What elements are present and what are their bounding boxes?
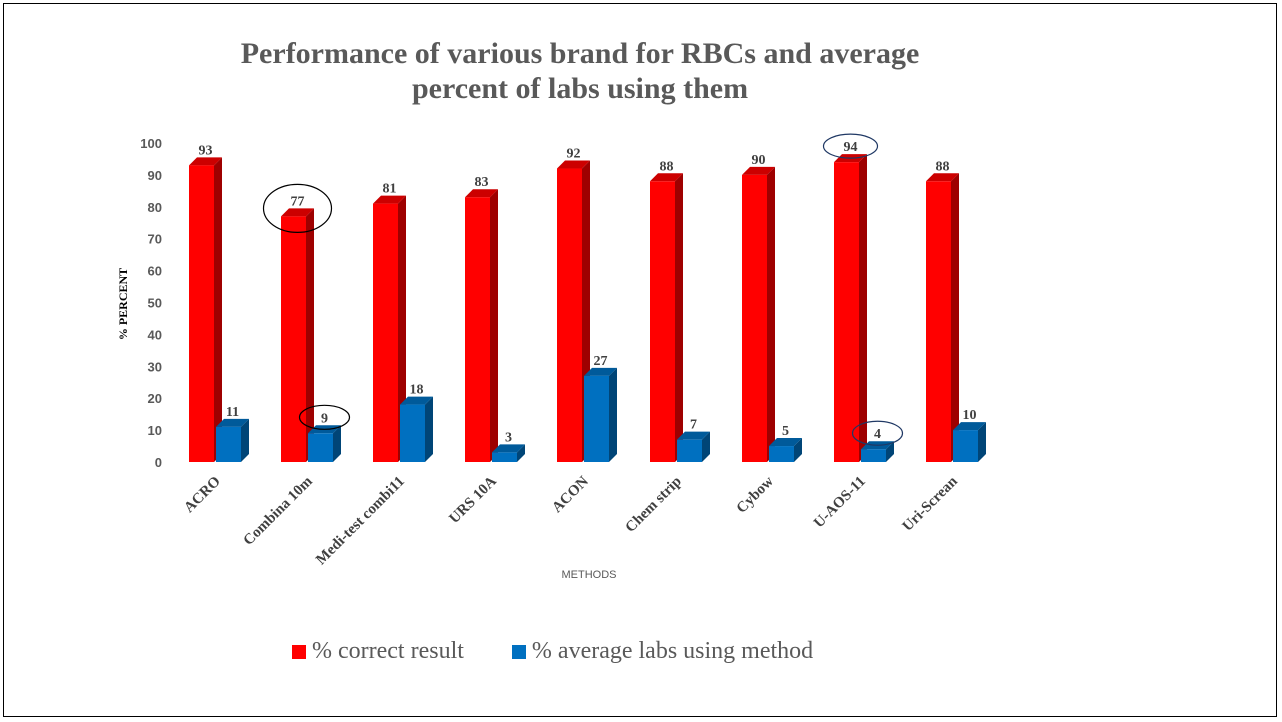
data-label: 77: [291, 194, 305, 209]
x-axis-label: METHODS: [562, 569, 617, 581]
bar-correct-u-aos-11: [834, 154, 867, 462]
data-label: 7: [690, 418, 697, 433]
legend-swatch-red: [292, 645, 306, 659]
bar-correct-urs-10a: [465, 189, 498, 462]
data-label: 11: [226, 405, 239, 420]
data-label: 88: [936, 159, 950, 174]
data-label: 10: [963, 408, 977, 423]
legend-label-correct: % correct result: [312, 638, 464, 665]
category-label: U-AOS-11: [811, 474, 869, 532]
bars-group: 93 11 77 9 81 18 83 3 92 27 88 7 90 5 94 4 88 10: [189, 140, 986, 462]
data-label: 93: [199, 143, 213, 158]
y-axis: 0 10 20 30 40 50 60 70 80 90 100: [140, 136, 162, 470]
bar-correct-cybow: [742, 167, 775, 462]
legend-item-labs: % average labs using method: [512, 638, 813, 665]
y-tick-label: 90: [148, 168, 162, 183]
category-label: Cybow: [734, 473, 777, 516]
bar-labs-acro: [216, 419, 249, 462]
data-label: 88: [660, 159, 674, 174]
bar-labs-uri-screan: [953, 422, 986, 462]
bar-labs-cybow: [769, 438, 802, 462]
data-label: 3: [505, 430, 512, 445]
y-tick-label: 40: [148, 327, 162, 342]
data-label: 81: [383, 182, 397, 197]
category-label: ACRO: [181, 474, 224, 517]
y-tick-label: 80: [148, 200, 162, 215]
category-label: Uri-Screan: [900, 473, 962, 535]
bar-labs-acon: [584, 368, 617, 462]
y-tick-label: 60: [148, 264, 162, 279]
data-label: 92: [567, 147, 581, 162]
data-label: 83: [475, 175, 489, 190]
y-tick-label: 0: [155, 455, 162, 470]
data-label: 9: [321, 411, 328, 426]
bar-labs-medi-test-combi11: [400, 397, 433, 462]
category-label: URS 10A: [446, 473, 500, 527]
y-axis-label: % PERCENT: [116, 268, 130, 340]
data-label: 18: [410, 383, 424, 398]
data-label: 5: [782, 424, 789, 439]
bar-labs-combina-10m: [308, 425, 341, 462]
y-tick-label: 10: [148, 423, 162, 438]
category-label: Combina 10m: [241, 473, 317, 549]
bar-correct-uri-screan: [926, 173, 959, 462]
category-label: Medi-test combi11: [313, 474, 408, 569]
category-label: Chem strip: [623, 474, 685, 536]
y-tick-label: 20: [148, 391, 162, 406]
data-label: 4: [874, 427, 881, 442]
legend: % correct result % average labs using me…: [292, 638, 861, 665]
bar-correct-combina-10m: [281, 208, 314, 462]
y-tick-label: 30: [148, 359, 162, 374]
bar-correct-chem-strip: [650, 173, 683, 462]
legend-label-labs: % average labs using method: [532, 638, 813, 665]
y-tick-label: 100: [140, 136, 162, 151]
category-label: ACON: [549, 473, 592, 516]
data-label: 94: [844, 140, 858, 155]
legend-item-correct: % correct result: [292, 638, 464, 665]
y-tick-label: 50: [148, 296, 162, 311]
bar-labs-chem-strip: [677, 432, 710, 462]
data-label: 27: [594, 354, 608, 369]
data-label: 90: [752, 153, 766, 168]
legend-swatch-blue: [512, 645, 526, 659]
bar-correct-acro: [189, 157, 222, 462]
y-tick-label: 70: [148, 232, 162, 247]
